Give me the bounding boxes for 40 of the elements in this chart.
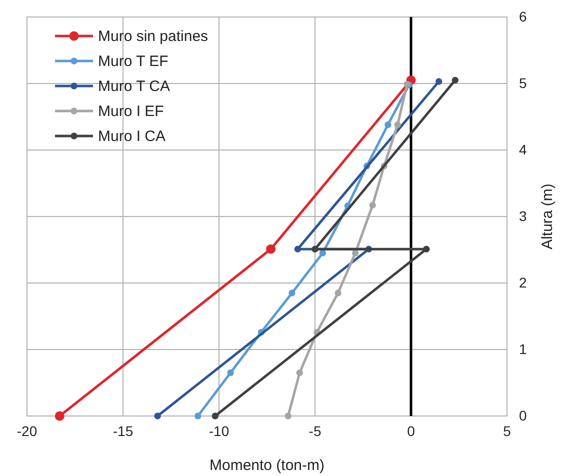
point bbox=[294, 246, 302, 252]
point bbox=[296, 369, 303, 376]
point bbox=[212, 412, 218, 420]
point bbox=[54, 411, 64, 421]
point bbox=[312, 246, 318, 252]
y-tick-label: 2 bbox=[519, 274, 527, 290]
x-tick-label: 0 bbox=[407, 422, 416, 439]
y-tick-label: 1 bbox=[519, 340, 527, 357]
x-axis-title: Momento (ton-m) bbox=[209, 457, 325, 474]
x-tick-label: -15 bbox=[112, 422, 134, 439]
x-tick-label: -10 bbox=[208, 422, 230, 439]
legend-label: Muro sin patines bbox=[98, 28, 208, 45]
point bbox=[436, 78, 442, 85]
point bbox=[319, 250, 326, 256]
point bbox=[334, 290, 342, 296]
y-tick-label: 3 bbox=[519, 208, 527, 224]
legend-label: Muro I CA bbox=[98, 128, 166, 145]
point bbox=[369, 202, 376, 209]
point bbox=[394, 121, 401, 128]
point bbox=[154, 412, 161, 420]
point bbox=[227, 369, 234, 376]
point bbox=[288, 290, 296, 296]
x-tick-label: 5 bbox=[503, 422, 512, 439]
y-tick-label: 4 bbox=[519, 141, 527, 158]
point bbox=[352, 250, 359, 256]
point bbox=[452, 76, 458, 84]
point bbox=[194, 412, 202, 420]
point bbox=[266, 244, 276, 254]
point bbox=[423, 246, 430, 252]
y-tick-label: 5 bbox=[519, 74, 527, 91]
y-tick-label: 0 bbox=[519, 407, 527, 424]
y-tick-label: 6 bbox=[519, 8, 527, 24]
y-axis-title: Altura (m) bbox=[539, 184, 556, 250]
point bbox=[284, 412, 292, 420]
legend-label: Muro T EF bbox=[98, 53, 168, 70]
point bbox=[384, 121, 392, 128]
x-tick-label: -5 bbox=[308, 422, 322, 439]
x-tick-label: -20 bbox=[16, 422, 38, 439]
legend-label: Muro T CA bbox=[98, 78, 170, 95]
legend-label: Muro I EF bbox=[98, 103, 164, 120]
